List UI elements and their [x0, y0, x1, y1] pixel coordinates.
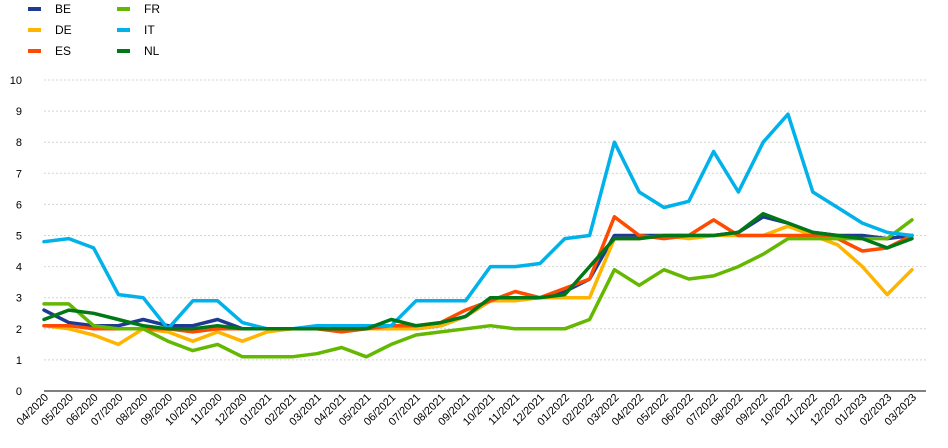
legend-label-de: DE: [55, 23, 72, 37]
legend-swatch-de: [28, 28, 41, 32]
gridlines: [44, 79, 926, 361]
legend-swatch-it: [117, 28, 130, 32]
y-tick-label: 4: [16, 262, 22, 274]
legend-swatch-es: [28, 49, 41, 53]
legend-item-de: DE: [28, 23, 72, 37]
legend-swatch-be: [28, 7, 41, 11]
y-tick-label: 6: [16, 199, 22, 211]
legend-swatch-nl: [117, 49, 130, 53]
legend-label-fr: FR: [144, 2, 160, 16]
series-lines: [42, 112, 914, 359]
y-tick-label: 8: [16, 137, 22, 149]
legend-label-be: BE: [55, 2, 72, 16]
series-line-fr: [42, 218, 914, 359]
legend-item-es: ES: [28, 44, 71, 58]
x-tick-labels: 04/202005/202006/202007/202008/202009/20…: [15, 392, 920, 429]
series-line-be: [42, 215, 914, 331]
y-tick-label: 2: [16, 324, 22, 336]
legend-item-fr: FR: [117, 2, 160, 16]
legend-item-be: BE: [28, 2, 71, 16]
legend-item-nl: NL: [117, 44, 159, 58]
series-line-es: [42, 215, 914, 334]
y-tick-label: 9: [16, 106, 22, 118]
legend: BE DE ES FR IT NL: [28, 2, 188, 58]
legend-label-it: IT: [144, 23, 155, 37]
y-tick-label: 10: [10, 75, 22, 87]
y-tick-label: 3: [16, 293, 22, 305]
y-tick-labels: 0 1 2 3 4 5 6 7 8 9 10: [10, 75, 22, 398]
legend-label-es: ES: [55, 44, 72, 58]
y-tick-label: 1: [16, 355, 22, 367]
y-tick-label: 0: [16, 386, 22, 398]
y-tick-label: 7: [16, 168, 22, 180]
legend-swatch-fr: [117, 7, 130, 11]
series-line-nl: [42, 211, 914, 331]
legend-item-it: IT: [117, 23, 155, 37]
legend-label-nl: NL: [144, 44, 160, 58]
series-line-it: [42, 112, 914, 331]
y-tick-label: 5: [16, 231, 22, 243]
